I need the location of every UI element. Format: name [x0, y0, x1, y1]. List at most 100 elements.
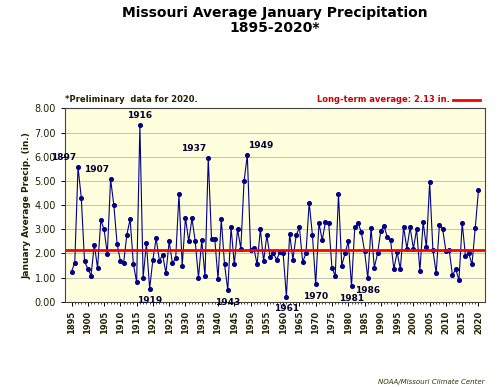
- Point: [455, 277, 463, 283]
- Point: [208, 236, 216, 242]
- Text: 1916: 1916: [128, 111, 152, 120]
- Point: [315, 220, 323, 226]
- Point: [97, 217, 105, 223]
- Text: *Preliminary  data for 2020.: *Preliminary data for 2020.: [65, 96, 198, 104]
- Point: [214, 276, 222, 282]
- Point: [308, 232, 316, 238]
- Point: [390, 266, 398, 272]
- Point: [452, 266, 460, 272]
- Point: [380, 223, 388, 229]
- Point: [94, 265, 102, 271]
- Point: [110, 202, 118, 208]
- Point: [146, 286, 154, 292]
- Point: [201, 273, 209, 279]
- Point: [116, 258, 124, 264]
- Text: Long-term average: 2.13 in.: Long-term average: 2.13 in.: [317, 96, 450, 104]
- Point: [220, 261, 228, 267]
- Point: [341, 250, 349, 257]
- Point: [172, 255, 179, 262]
- Point: [162, 270, 170, 276]
- Point: [158, 252, 166, 258]
- Point: [442, 248, 450, 254]
- Point: [474, 187, 482, 193]
- Point: [149, 257, 157, 263]
- Point: [289, 257, 297, 263]
- Point: [136, 122, 144, 128]
- Point: [224, 287, 232, 293]
- Point: [100, 226, 108, 232]
- Point: [334, 191, 342, 197]
- Point: [104, 251, 112, 257]
- Text: 1907: 1907: [84, 164, 109, 174]
- Point: [260, 258, 268, 264]
- Point: [165, 238, 173, 245]
- Point: [400, 224, 407, 230]
- Point: [296, 224, 304, 231]
- Point: [87, 272, 95, 279]
- Point: [438, 226, 446, 232]
- Text: 1937: 1937: [182, 144, 206, 152]
- Point: [246, 247, 254, 253]
- Point: [184, 238, 192, 245]
- Point: [370, 264, 378, 271]
- Text: 1943: 1943: [215, 298, 240, 307]
- Point: [426, 179, 434, 185]
- Point: [178, 262, 186, 269]
- Point: [80, 259, 88, 265]
- Point: [168, 260, 176, 266]
- Point: [403, 246, 411, 252]
- Point: [182, 214, 190, 221]
- Point: [462, 253, 469, 259]
- Point: [132, 279, 140, 285]
- Point: [445, 247, 453, 253]
- Text: 1986: 1986: [355, 286, 380, 295]
- Text: NOAA/Missouri Climate Center: NOAA/Missouri Climate Center: [378, 379, 485, 385]
- Point: [286, 231, 294, 237]
- Point: [282, 293, 290, 300]
- Point: [364, 275, 372, 281]
- Point: [74, 164, 82, 170]
- Y-axis label: January Average Precip. (in.): January Average Precip. (in.): [22, 132, 32, 279]
- Point: [250, 245, 258, 251]
- Point: [360, 248, 368, 254]
- Text: 1981: 1981: [339, 294, 364, 303]
- Point: [468, 261, 476, 267]
- Point: [298, 259, 306, 265]
- Point: [338, 262, 345, 269]
- Point: [142, 240, 150, 247]
- Point: [348, 283, 356, 289]
- Point: [305, 200, 313, 206]
- Point: [412, 226, 420, 232]
- Point: [106, 176, 114, 182]
- Text: 1961: 1961: [274, 304, 299, 313]
- Point: [90, 241, 98, 248]
- Point: [410, 246, 418, 252]
- Text: Missouri Average January Precipitation: Missouri Average January Precipitation: [122, 6, 428, 20]
- Point: [211, 236, 219, 242]
- Point: [351, 224, 359, 231]
- Point: [358, 229, 366, 235]
- Point: [270, 250, 278, 257]
- Point: [344, 238, 352, 245]
- Point: [272, 257, 280, 263]
- Point: [266, 254, 274, 260]
- Point: [422, 244, 430, 250]
- Point: [175, 191, 183, 197]
- Text: 1895-2020*: 1895-2020*: [230, 21, 320, 35]
- Point: [279, 250, 287, 257]
- Point: [386, 237, 394, 243]
- Point: [191, 238, 199, 245]
- Point: [432, 270, 440, 276]
- Point: [374, 250, 382, 257]
- Point: [152, 235, 160, 241]
- Text: 1970: 1970: [303, 292, 328, 301]
- Point: [113, 241, 121, 247]
- Point: [464, 250, 472, 257]
- Point: [84, 265, 92, 272]
- Point: [198, 237, 205, 243]
- Point: [318, 237, 326, 243]
- Point: [292, 232, 300, 238]
- Point: [230, 261, 238, 267]
- Point: [458, 220, 466, 226]
- Point: [331, 272, 339, 279]
